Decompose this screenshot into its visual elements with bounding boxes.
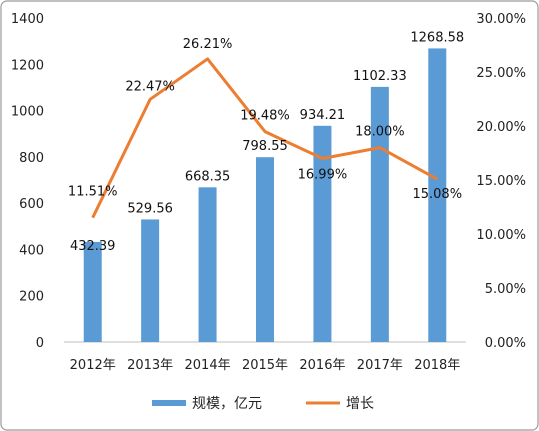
y-left-tick-label: 600 [19,197,44,212]
line-data-label: 16.99% [298,168,348,183]
y-left-tick-label: 0 [36,336,44,351]
y-left-tick-label: 1400 [11,12,44,27]
legend-label-bar: 规模，亿元 [192,396,262,412]
bar [83,241,102,342]
legend: 规模，亿元 增长 [152,396,374,412]
line-data-label: 11.51% [68,185,118,200]
line-data-label: 19.48% [240,109,290,124]
bar-data-label: 432.39 [70,239,116,254]
line-data-label: 22.47% [125,79,175,94]
x-tick-label: 2016年 [299,358,345,373]
y-right-tick-label: 5.00% [485,282,526,297]
bar-data-label: 798.55 [242,139,288,154]
bar [198,187,217,342]
y-right-tick-label: 30.00% [476,12,526,27]
bar-data-label: 668.35 [185,169,231,184]
bar-data-label: 1102.33 [353,69,407,84]
legend-label-line: 增长 [346,396,374,412]
x-tick-label: 2012年 [70,358,116,373]
x-tick-label: 2015年 [242,358,288,373]
data-labels: 432.39 529.56 668.35 798.55 934.21 1102.33 126… [68,30,464,254]
y-left-tick-label: 200 [19,290,44,305]
bar [313,125,332,342]
bar-data-label: 529.56 [127,201,173,216]
bar-data-label: 934.21 [300,108,346,123]
legend-swatch-bar [152,400,186,406]
x-tick-label: 2014年 [185,358,231,373]
y-right-tick-label: 15.00% [476,174,526,189]
x-tick-label: 2013年 [127,358,173,373]
x-tick-label: 2017年 [357,358,403,373]
line-data-label: 18.00% [355,125,405,140]
bar [428,48,447,343]
y-left-tick-label: 400 [19,243,44,258]
axes: 0 200 400 600 800 1000 1200 1400 0.00% 5.00% 10.00… [11,12,526,373]
bar-data-label: 1268.58 [410,30,464,45]
line-series [91,57,439,219]
y-left-tick-label: 800 [19,151,44,166]
bar [141,219,160,342]
y-right-tick-label: 0.00% [485,336,526,351]
y-right-tick-label: 20.00% [476,120,526,135]
bar [256,157,274,342]
y-right-tick-label: 25.00% [476,66,526,81]
x-tick-label: 2018年 [414,358,460,373]
line-data-label: 15.08% [412,187,462,202]
y-left-tick-label: 1000 [11,105,44,120]
y-right-tick-label: 10.00% [476,228,526,243]
line-data-label: 26.21% [183,37,233,52]
bar-series [83,48,447,343]
y-left-tick-label: 1200 [11,58,44,73]
